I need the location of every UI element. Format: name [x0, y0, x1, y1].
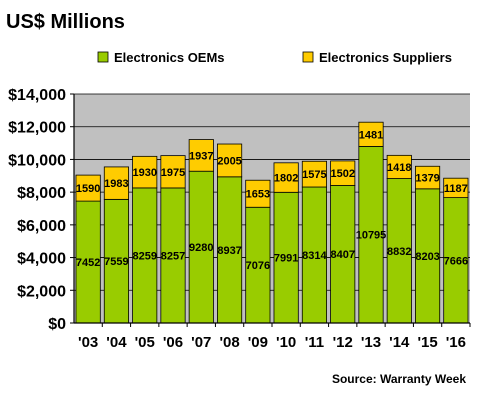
bar-oems	[160, 187, 186, 324]
x-tick-label: '13	[361, 334, 381, 351]
bar-suppliers	[273, 162, 299, 193]
bar-oems	[132, 187, 158, 324]
y-axis-ticks: $0 $2,000 $4,000 $6,000 $8,000 $10,000 $12,000…	[8, 87, 74, 333]
data-label: 2005	[217, 155, 241, 167]
bar-suppliers	[415, 165, 441, 190]
y-tick-label: $14,000	[8, 87, 66, 104]
data-label: 1481	[359, 129, 383, 141]
bar-suppliers	[188, 139, 214, 172]
x-tick-label: '14	[389, 334, 410, 351]
bar-suppliers	[330, 160, 356, 186]
bar-suppliers	[75, 174, 101, 202]
bar-suppliers	[103, 166, 129, 200]
x-tick-label: '08	[219, 334, 239, 351]
data-label: 8259	[132, 250, 156, 262]
y-tick-label: $6,000	[17, 218, 66, 235]
data-label: 8203	[415, 251, 439, 263]
data-label: 1937	[189, 150, 213, 162]
data-label: 1975	[161, 167, 185, 179]
data-label: 8832	[387, 246, 411, 258]
data-label: 1930	[132, 167, 156, 179]
x-tick-label: '12	[333, 334, 353, 351]
data-label: 1379	[415, 173, 439, 185]
data-label: 9280	[189, 242, 213, 254]
x-tick-label: '11	[305, 334, 324, 351]
bar-suppliers	[245, 179, 271, 208]
x-tick-label: '05	[135, 334, 155, 351]
data-label: 1418	[387, 162, 411, 174]
bar-suppliers	[217, 143, 243, 178]
value-labels: 7452 1590 7559 1983 8259 1930 8257 1975 9280 1937…	[76, 129, 468, 272]
bar-suppliers	[443, 177, 469, 199]
data-label: 1187	[444, 183, 468, 195]
y-tick-label: $8,000	[17, 185, 66, 202]
chart-title: US$ Millions	[6, 11, 125, 33]
data-label: 1802	[274, 173, 298, 185]
bar-suppliers	[386, 154, 412, 179]
bar-suppliers	[132, 155, 158, 189]
data-label: 1502	[330, 168, 354, 180]
bar-oems	[245, 206, 271, 324]
bar-oems	[443, 197, 469, 324]
bar-oems	[415, 188, 441, 324]
data-label: 8407	[330, 249, 354, 261]
data-label: 1590	[76, 183, 100, 195]
y-tick-label: $12,000	[8, 120, 66, 137]
y-tick-label: $2,000	[17, 283, 66, 300]
bar-oems	[188, 170, 214, 324]
x-tick-label: '09	[248, 334, 268, 351]
data-label: 1653	[246, 189, 270, 201]
data-label: 1983	[104, 178, 128, 190]
x-tick-label: '06	[163, 334, 183, 351]
y-tick-label: $4,000	[17, 251, 66, 268]
legend-swatch-oems	[97, 51, 109, 63]
data-label: 7991	[274, 253, 298, 265]
x-tick-label: '10	[276, 334, 296, 351]
x-tick-label: '03	[78, 334, 98, 351]
source-note: Source: Warranty Week	[332, 372, 466, 386]
bar-suppliers	[160, 155, 186, 189]
data-label: 7559	[104, 256, 128, 268]
y-tick-label: $10,000	[8, 152, 66, 169]
data-label: 7076	[246, 260, 270, 272]
x-tick-label: '07	[191, 334, 211, 351]
x-tick-label: '16	[446, 334, 466, 351]
data-label: 7452	[76, 257, 100, 269]
data-label: 8314	[302, 250, 327, 262]
x-axis-ticks: '03 '04 '05 '06 '07 '08 '09 '10 '11 '12 '13 '14 '15 '…	[78, 323, 471, 351]
x-tick-label: '04	[106, 334, 127, 351]
data-label: 10795	[356, 230, 387, 242]
data-label: 1575	[302, 169, 326, 181]
legend-label-suppliers: Electronics Suppliers	[319, 50, 452, 65]
legend-swatch-suppliers	[302, 51, 314, 63]
y-tick-label: $0	[48, 316, 66, 333]
legend-label-oems: Electronics OEMs	[114, 50, 225, 65]
bar-suppliers	[301, 160, 327, 188]
legend: Electronics OEMs Electronics Suppliers	[97, 50, 452, 65]
data-label: 7666	[444, 255, 468, 267]
x-tick-label: '15	[417, 334, 437, 351]
bar-suppliers	[358, 121, 384, 147]
data-label: 8937	[217, 245, 241, 257]
data-label: 8257	[161, 250, 185, 262]
